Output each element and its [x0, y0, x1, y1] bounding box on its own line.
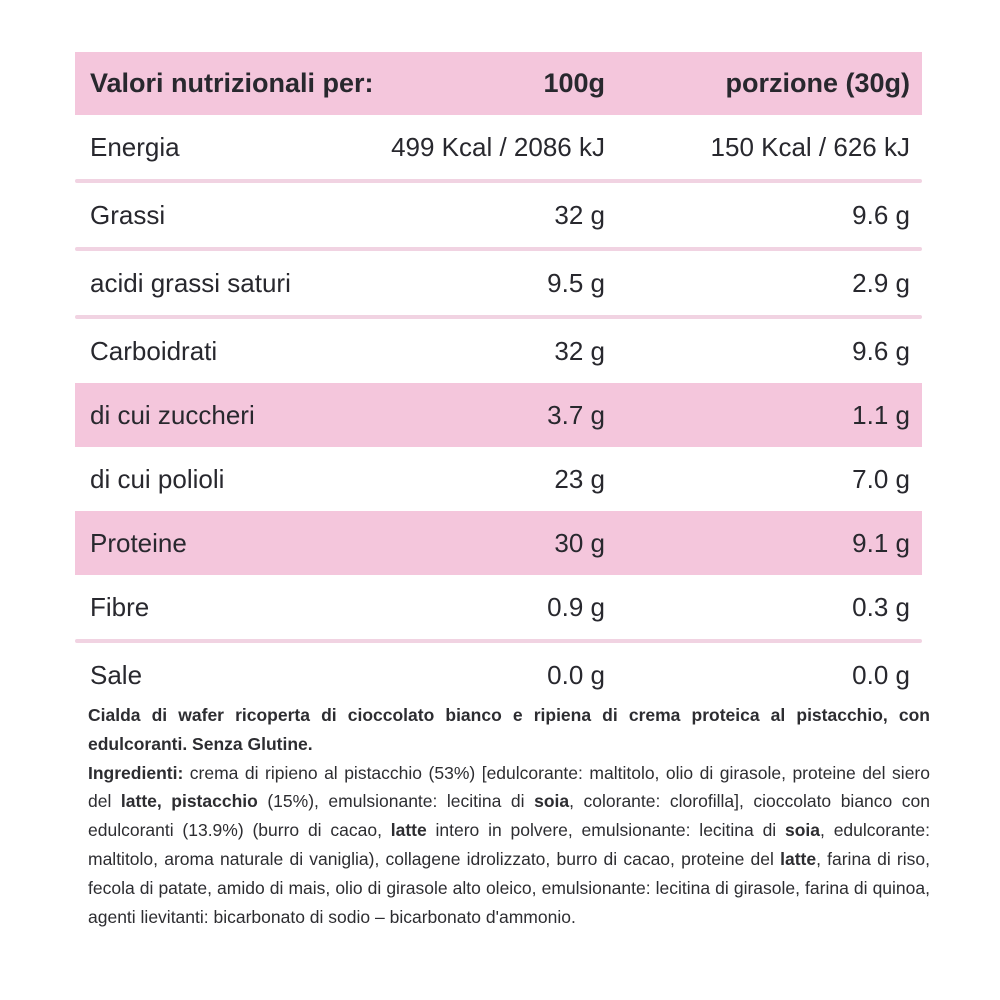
value-per-portion: 2.9 g — [852, 267, 910, 298]
value-per-portion: 9.1 g — [852, 527, 910, 558]
table-header-row: Valori nutrizionali per: 100g porzione (… — [75, 52, 922, 115]
table-row-carboidrati: Carboidrati 32 g 9.6 g — [75, 319, 922, 383]
table-row-energia: Energia 499 Kcal / 2086 kJ 150 Kcal / 62… — [75, 115, 922, 179]
row-label: di cui zuccheri — [90, 399, 255, 430]
table-row-zuccheri: di cui zuccheri 3.7 g 1.1 g — [75, 383, 922, 447]
value-per-portion: 0.0 g — [852, 659, 910, 690]
row-label: di cui polioli — [90, 463, 225, 494]
value-per-portion: 150 Kcal / 626 kJ — [710, 131, 910, 162]
row-label: Carboidrati — [90, 335, 218, 366]
value-per-100g: 32 g — [554, 335, 605, 366]
row-divider — [75, 639, 922, 643]
row-divider — [75, 315, 922, 319]
value-per-100g: 30 g — [554, 527, 605, 558]
row-label: Grassi — [90, 199, 166, 230]
row-divider — [75, 247, 922, 251]
value-per-portion: 1.1 g — [852, 399, 910, 430]
value-per-portion: 0.3 g — [852, 591, 910, 622]
value-per-portion: 9.6 g — [852, 335, 910, 366]
header-col-100g: 100g — [543, 68, 605, 98]
product-description: Cialda di wafer ricoperta di cioccolato … — [88, 705, 930, 754]
row-label: Sale — [90, 659, 143, 690]
table-row-grassi-saturi: acidi grassi saturi 9.5 g 2.9 g — [75, 251, 922, 315]
value-per-100g: 499 Kcal / 2086 kJ — [391, 131, 605, 162]
table-row-fibre: Fibre 0.9 g 0.3 g — [75, 575, 922, 639]
value-per-100g: 0.9 g — [547, 591, 605, 622]
table-row-polioli: di cui polioli 23 g 7.0 g — [75, 447, 922, 511]
header-col-portion: porzione (30g) — [725, 68, 910, 98]
table-row-grassi: Grassi 32 g 9.6 g — [75, 183, 922, 247]
ingredients-text: Ingredienti: crema di ripieno al pistacc… — [88, 762, 931, 927]
value-per-portion: 7.0 g — [852, 463, 910, 494]
row-divider — [75, 179, 922, 183]
header-label: Valori nutrizionali per: — [90, 68, 374, 98]
value-per-100g: 32 g — [554, 199, 605, 230]
table-row-sale: Sale 0.0 g 0.0 g — [75, 643, 922, 707]
row-label: acidi grassi saturi — [90, 267, 291, 298]
value-per-100g: 0.0 g — [547, 659, 605, 690]
value-per-portion: 9.6 g — [852, 199, 910, 230]
row-label: Proteine — [90, 527, 187, 558]
value-per-100g: 23 g — [554, 463, 605, 494]
value-per-100g: 3.7 g — [547, 399, 605, 430]
table-row-proteine: Proteine 30 g 9.1 g — [75, 511, 922, 575]
footer-text-block: Cialda di wafer ricoperta di cioccolato … — [88, 701, 930, 931]
value-per-100g: 9.5 g — [547, 267, 605, 298]
row-label: Fibre — [90, 591, 150, 622]
row-label: Energia — [90, 131, 180, 162]
nutrition-table: Valori nutrizionali per: 100g porzione (… — [75, 52, 922, 707]
